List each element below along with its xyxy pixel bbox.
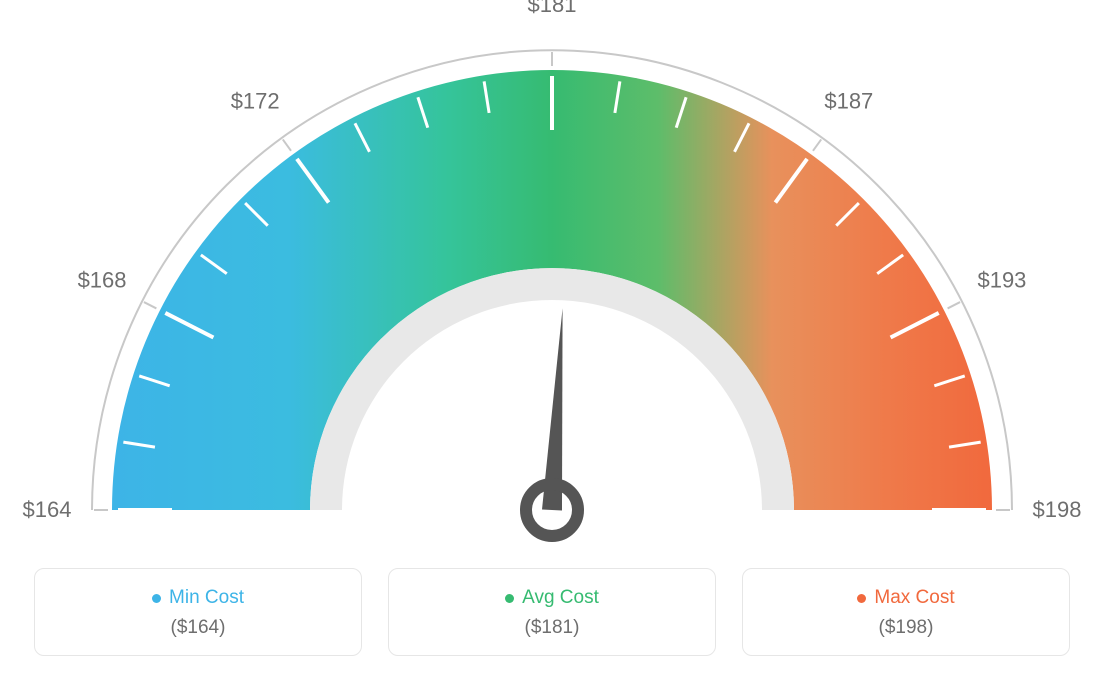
gauge-tick-label: $164: [23, 497, 72, 522]
legend-max-value: ($198): [753, 617, 1059, 639]
legend-avg-title: Avg Cost: [522, 587, 599, 609]
gauge-tick-label: $181: [528, 0, 577, 17]
legend-min-value: ($164): [45, 617, 351, 639]
gauge-tick-label: $187: [824, 88, 873, 113]
cost-gauge: $164 $168 $172 $181 $187 $193 $198: [0, 0, 1104, 560]
legend-avg-value: ($181): [399, 617, 705, 639]
legend-max-title: Max Cost: [874, 587, 954, 609]
gauge-tick-label: $172: [231, 88, 280, 113]
gauge-tick-label: $198: [1033, 497, 1082, 522]
legend-min: Min Cost ($164): [34, 568, 362, 656]
gauge-svg: $164 $168 $172 $181 $187 $193 $198: [0, 0, 1104, 560]
legend-row: Min Cost ($164) Avg Cost ($181) Max Cost…: [0, 568, 1104, 656]
legend-avg-dot: [505, 594, 514, 603]
legend-avg: Avg Cost ($181): [388, 568, 716, 656]
gauge-tick-label: $193: [977, 268, 1026, 293]
legend-max: Max Cost ($198): [742, 568, 1070, 656]
legend-max-dot: [857, 594, 866, 603]
legend-min-dot: [152, 594, 161, 603]
gauge-tick-label: $168: [78, 268, 127, 293]
legend-min-title: Min Cost: [169, 587, 244, 609]
